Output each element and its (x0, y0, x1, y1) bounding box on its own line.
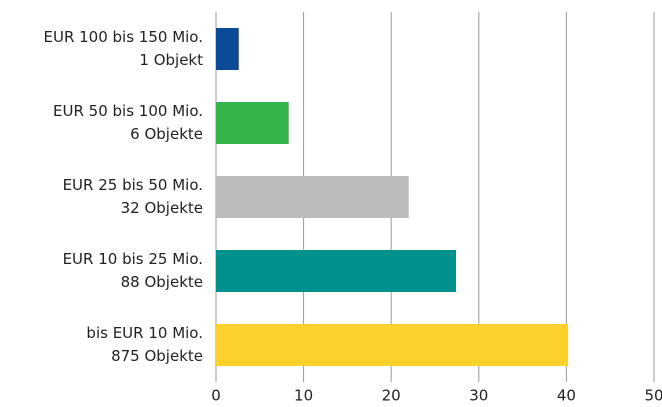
x-tick-label: 10 (294, 387, 313, 405)
x-tick-label: 20 (382, 387, 401, 405)
x-tick-label: 0 (211, 387, 221, 405)
y-tick-label: 875 Objekte (111, 347, 203, 365)
x-tick-label: 50 (644, 387, 662, 405)
x-tick-label: 30 (469, 387, 488, 405)
y-tick-label: EUR 10 bis 25 Mio. (63, 250, 203, 268)
y-tick-label: EUR 50 bis 100 Mio. (53, 102, 203, 120)
y-tick-label: bis EUR 10 Mio. (86, 324, 203, 342)
x-tick-label: 40 (557, 387, 576, 405)
bar (216, 324, 569, 366)
bar (216, 176, 409, 218)
y-tick-label: 6 Objekte (130, 125, 203, 143)
y-tick-label: 88 Objekte (121, 273, 203, 291)
y-tick-label: 1 Objekt (139, 51, 203, 69)
bar (216, 250, 457, 292)
y-tick-label: 32 Objekte (121, 199, 203, 217)
y-tick-label: EUR 25 bis 50 Mio. (63, 176, 203, 194)
bar (216, 28, 239, 70)
bar (216, 102, 289, 144)
y-tick-label: EUR 100 bis 150 Mio. (43, 28, 203, 46)
